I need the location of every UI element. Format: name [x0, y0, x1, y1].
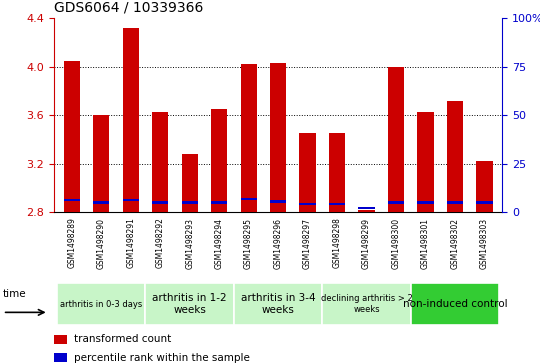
Bar — [240, 64, 256, 212]
Text: GSM1498301: GSM1498301 — [421, 217, 430, 269]
Bar — [64, 61, 80, 212]
Bar — [388, 201, 404, 204]
Bar — [417, 201, 434, 204]
Bar — [322, 283, 411, 325]
Bar — [54, 335, 68, 344]
Bar — [145, 283, 234, 325]
Bar — [93, 201, 109, 204]
Text: GSM1498297: GSM1498297 — [303, 217, 312, 269]
Bar — [329, 134, 345, 212]
Bar — [417, 111, 434, 212]
Bar — [300, 134, 316, 212]
Text: GSM1498291: GSM1498291 — [126, 217, 135, 269]
Bar — [270, 63, 286, 212]
Bar — [476, 162, 492, 212]
Bar — [181, 154, 198, 212]
Bar — [123, 199, 139, 201]
Bar — [123, 28, 139, 212]
Bar — [240, 197, 256, 200]
Bar — [234, 283, 322, 325]
Text: GSM1498289: GSM1498289 — [67, 217, 76, 269]
Bar — [152, 201, 168, 204]
Text: GSM1498302: GSM1498302 — [450, 217, 460, 269]
Bar — [211, 201, 227, 204]
Bar — [359, 207, 375, 209]
Text: declining arthritis > 2
weeks: declining arthritis > 2 weeks — [321, 294, 413, 314]
Bar — [181, 201, 198, 204]
Bar — [57, 283, 145, 325]
Text: non-induced control: non-induced control — [403, 299, 508, 309]
Text: transformed count: transformed count — [74, 334, 171, 344]
Bar — [447, 101, 463, 212]
Text: GSM1498295: GSM1498295 — [244, 217, 253, 269]
Text: arthritis in 1-2
weeks: arthritis in 1-2 weeks — [152, 293, 227, 315]
Bar — [476, 201, 492, 204]
Text: GSM1498299: GSM1498299 — [362, 217, 371, 269]
Bar — [447, 201, 463, 204]
Text: GSM1498293: GSM1498293 — [185, 217, 194, 269]
Bar — [411, 283, 500, 325]
Bar — [300, 203, 316, 205]
Bar — [152, 111, 168, 212]
Bar — [388, 67, 404, 212]
Text: GSM1498290: GSM1498290 — [97, 217, 106, 269]
Text: GSM1498292: GSM1498292 — [156, 217, 165, 269]
Text: time: time — [3, 289, 26, 299]
Bar — [211, 109, 227, 212]
Bar — [329, 203, 345, 205]
Text: GSM1498303: GSM1498303 — [480, 217, 489, 269]
Text: arthritis in 0-3 days: arthritis in 0-3 days — [60, 299, 143, 309]
Bar — [54, 353, 68, 362]
Bar — [270, 200, 286, 203]
Text: GSM1498298: GSM1498298 — [333, 217, 342, 269]
Bar — [93, 115, 109, 212]
Text: GSM1498300: GSM1498300 — [392, 217, 401, 269]
Bar — [64, 199, 80, 201]
Text: arthritis in 3-4
weeks: arthritis in 3-4 weeks — [241, 293, 315, 315]
Text: GDS6064 / 10339366: GDS6064 / 10339366 — [54, 0, 204, 15]
Text: GSM1498296: GSM1498296 — [274, 217, 282, 269]
Text: GSM1498294: GSM1498294 — [214, 217, 224, 269]
Bar — [359, 210, 375, 212]
Text: percentile rank within the sample: percentile rank within the sample — [74, 352, 250, 363]
